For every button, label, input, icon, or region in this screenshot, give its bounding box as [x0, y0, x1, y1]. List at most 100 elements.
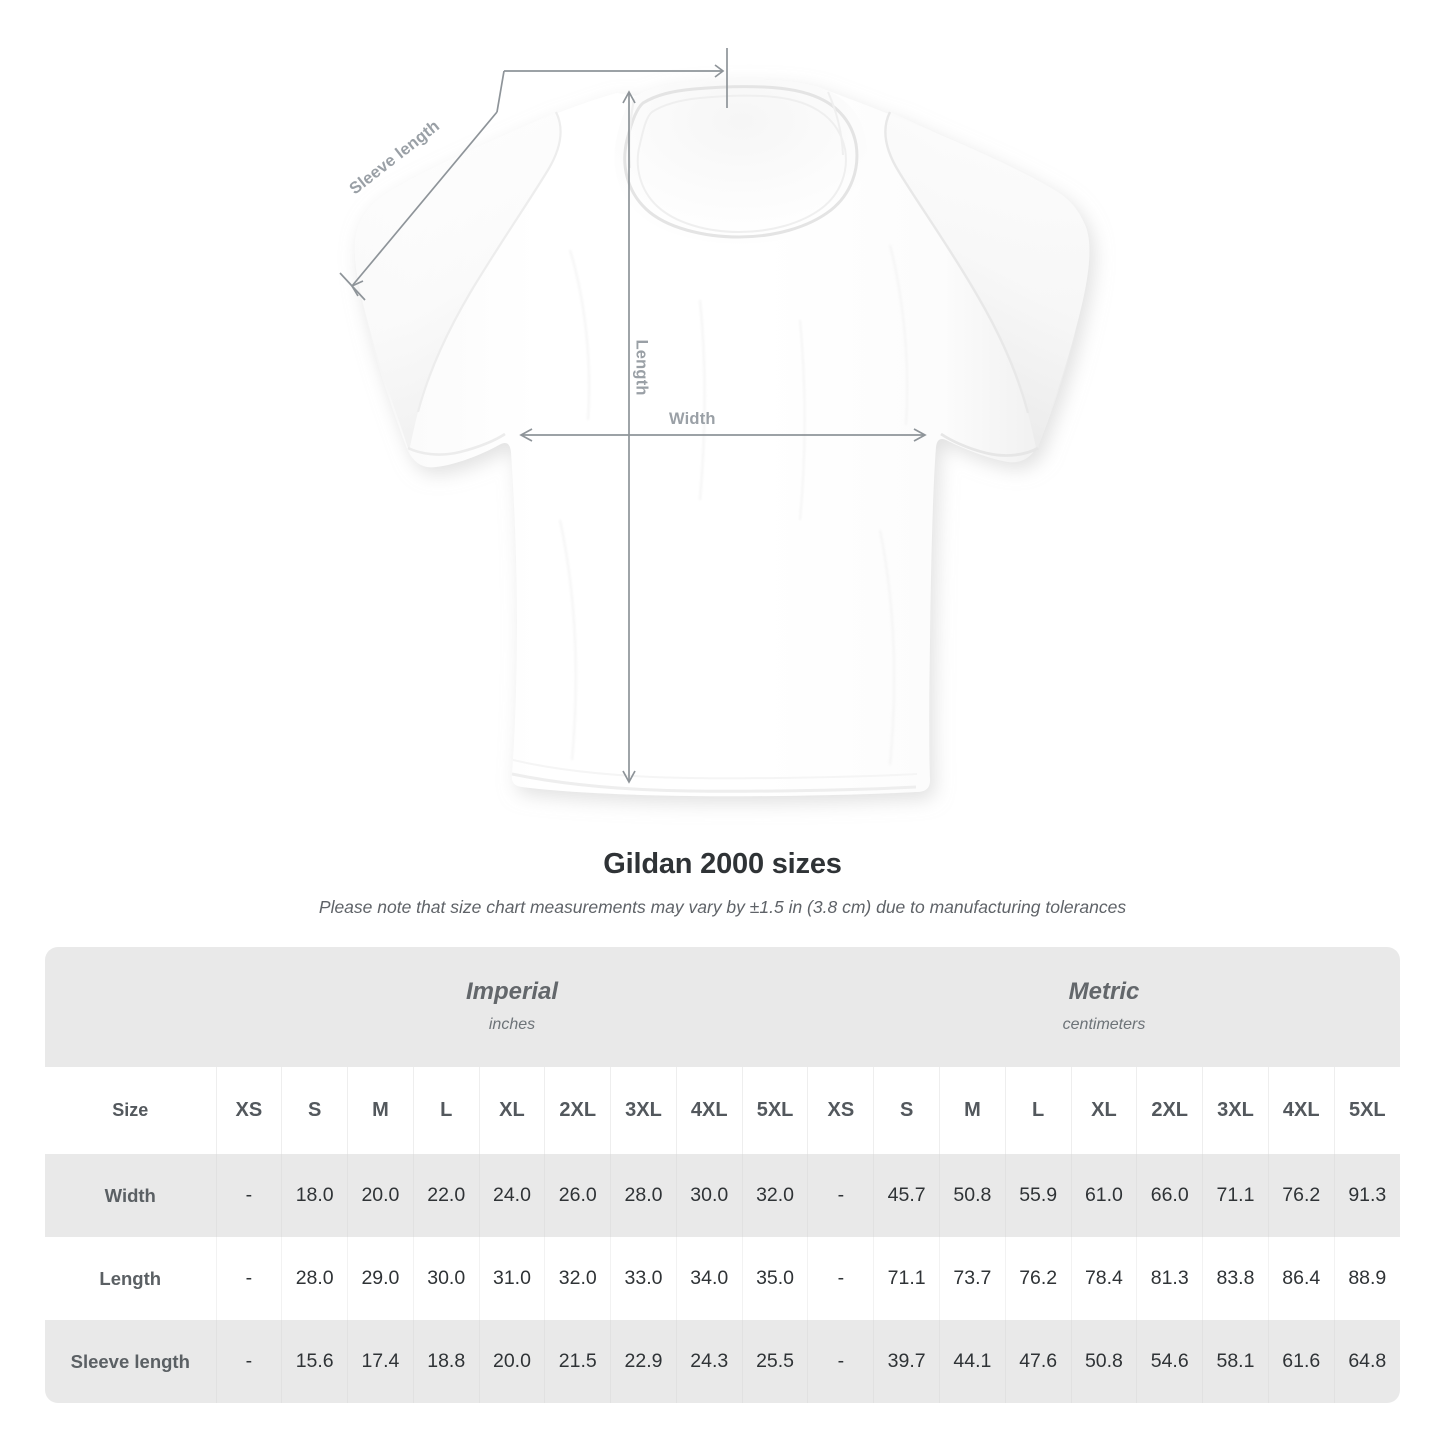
- measurement-value: 71.1: [1202, 1154, 1269, 1237]
- size-header-cell: 4XL: [1268, 1067, 1335, 1154]
- measurement-value: 33.0: [610, 1237, 677, 1320]
- measurement-value: 83.8: [1202, 1237, 1269, 1320]
- size-header-cell: 3XL: [1202, 1067, 1269, 1154]
- width-label: Width: [669, 410, 716, 428]
- measurement-value: 88.9: [1334, 1237, 1400, 1320]
- measurement-value: 78.4: [1071, 1237, 1138, 1320]
- measurement-value: 17.4: [347, 1320, 414, 1403]
- measurement-value: 15.6: [281, 1320, 349, 1403]
- measurement-value: 50.8: [939, 1154, 1006, 1237]
- measurement-value: 61.6: [1268, 1320, 1335, 1403]
- unit-header-imperial: Imperial inches: [216, 947, 808, 1067]
- measurement-value: 32.0: [544, 1237, 612, 1320]
- measurement-value: -: [216, 1320, 283, 1403]
- measurement-label: Sleeve length: [45, 1320, 217, 1403]
- size-header-cell: S: [873, 1067, 941, 1154]
- width-arrowhead-left: [519, 428, 533, 442]
- measurement-label: Width: [45, 1154, 217, 1237]
- size-header-cell: 5XL: [1334, 1067, 1400, 1154]
- sleeve-riser: [496, 70, 505, 113]
- measurement-value: 30.0: [676, 1154, 743, 1237]
- measurement-value: 39.7: [873, 1320, 941, 1403]
- measurement-value: 21.5: [544, 1320, 612, 1403]
- measurement-value: 66.0: [1136, 1154, 1204, 1237]
- measurement-value: 35.0: [742, 1237, 809, 1320]
- unit-metric-sub: centimeters: [1062, 1016, 1146, 1033]
- measurement-value: 71.1: [873, 1237, 941, 1320]
- size-header-cell: 2XL: [1136, 1067, 1204, 1154]
- length-arrowhead-bottom: [622, 770, 636, 784]
- measurement-value: 18.0: [281, 1154, 349, 1237]
- measurement-value: 45.7: [873, 1154, 941, 1237]
- tshirt-diagram: Sleeve length Length Width: [339, 48, 1090, 797]
- measurement-value: 55.9: [1005, 1154, 1072, 1237]
- measurement-value: 76.2: [1005, 1237, 1072, 1320]
- measurement-value: -: [807, 1320, 875, 1403]
- size-header-cell: XS: [216, 1067, 283, 1154]
- measurement-label: Length: [45, 1237, 217, 1320]
- shoulder-arrowhead: [714, 64, 725, 78]
- size-header-cell: M: [939, 1067, 1006, 1154]
- measurement-value: -: [216, 1237, 283, 1320]
- length-label: Length: [632, 339, 651, 396]
- size-chart-table-container: Imperial inches Metric centimeters Size …: [45, 947, 1400, 1403]
- measurement-value: 58.1: [1202, 1320, 1269, 1403]
- size-header-row: Size XS S M L XL 2XL 3XL 4XL 5XL XS S M L XL 2XL 3XL 4XL…: [45, 1067, 1400, 1154]
- length-arrowhead-top: [622, 90, 636, 104]
- size-header-cell: S: [281, 1067, 349, 1154]
- size-header-cell: XL: [479, 1067, 546, 1154]
- table-row: Width -18.0 20.0 22.0 24.0 26.0 28.0 30.0 32.0-4…: [45, 1154, 1400, 1237]
- measurement-value: 50.8: [1071, 1320, 1138, 1403]
- size-chart-table: Imperial inches Metric centimeters Size …: [45, 947, 1400, 1403]
- measurement-value: 24.0: [479, 1154, 546, 1237]
- size-header-cell: 3XL: [610, 1067, 677, 1154]
- measurement-value: 28.0: [610, 1154, 677, 1237]
- measurement-value: 86.4: [1268, 1237, 1335, 1320]
- measurement-value: 47.6: [1005, 1320, 1072, 1403]
- size-header-cell: 4XL: [676, 1067, 743, 1154]
- measurement-value: 22.0: [413, 1154, 480, 1237]
- table-row: Length -28.0 29.0 30.0 31.0 32.0 33.0 34.0 35.0-…: [45, 1237, 1400, 1320]
- unit-header-metric: Metric centimeters: [807, 947, 1400, 1067]
- measurement-value: 32.0: [742, 1154, 809, 1237]
- size-header-cell: 5XL: [742, 1067, 809, 1154]
- size-header-label: Size: [45, 1067, 217, 1154]
- measurement-value: -: [807, 1154, 875, 1237]
- measurement-value: 73.7: [939, 1237, 1006, 1320]
- unit-metric-name: Metric: [1068, 978, 1140, 1005]
- unit-header-spacer: [45, 947, 217, 1067]
- measurement-value: 91.3: [1334, 1154, 1400, 1237]
- measurement-value: 29.0: [347, 1237, 414, 1320]
- measurement-value: 20.0: [479, 1320, 546, 1403]
- measurement-value: 81.3: [1136, 1237, 1204, 1320]
- measurement-value: 64.8: [1334, 1320, 1400, 1403]
- measurement-value: 22.9: [610, 1320, 677, 1403]
- measurement-value: 25.5: [742, 1320, 809, 1403]
- measurement-value: 76.2: [1268, 1154, 1335, 1237]
- size-header-cell: 2XL: [544, 1067, 612, 1154]
- measurement-value: 54.6: [1136, 1320, 1204, 1403]
- size-header-cell: XS: [807, 1067, 875, 1154]
- measurement-value: 18.8: [413, 1320, 480, 1403]
- sleeve-length-line: [351, 111, 498, 287]
- sleeve-end-tick: [339, 272, 366, 301]
- tolerance-note: Please note that size chart measurements…: [318, 897, 1127, 917]
- title-block: Gildan 2000 sizes Please note that size …: [0, 845, 1445, 918]
- measurement-value: -: [807, 1237, 875, 1320]
- unit-imperial-name: Imperial: [465, 978, 559, 1005]
- measurement-value: 20.0: [347, 1154, 414, 1237]
- size-header-cell: XL: [1071, 1067, 1138, 1154]
- size-header-cell: M: [347, 1067, 414, 1154]
- measurement-value: -: [216, 1154, 283, 1237]
- measurement-value: 44.1: [939, 1320, 1006, 1403]
- size-header-cell: L: [413, 1067, 480, 1154]
- unit-system-header-row: Imperial inches Metric centimeters: [45, 947, 1400, 1067]
- unit-imperial-sub: inches: [488, 1016, 536, 1033]
- size-header-cell: L: [1005, 1067, 1072, 1154]
- measurement-value: 26.0: [544, 1154, 612, 1237]
- measurement-value: 31.0: [479, 1237, 546, 1320]
- measurement-value: 28.0: [281, 1237, 349, 1320]
- measurement-value: 24.3: [676, 1320, 743, 1403]
- width-arrowhead-right: [913, 428, 927, 442]
- page-title: Gildan 2000 sizes: [603, 848, 842, 880]
